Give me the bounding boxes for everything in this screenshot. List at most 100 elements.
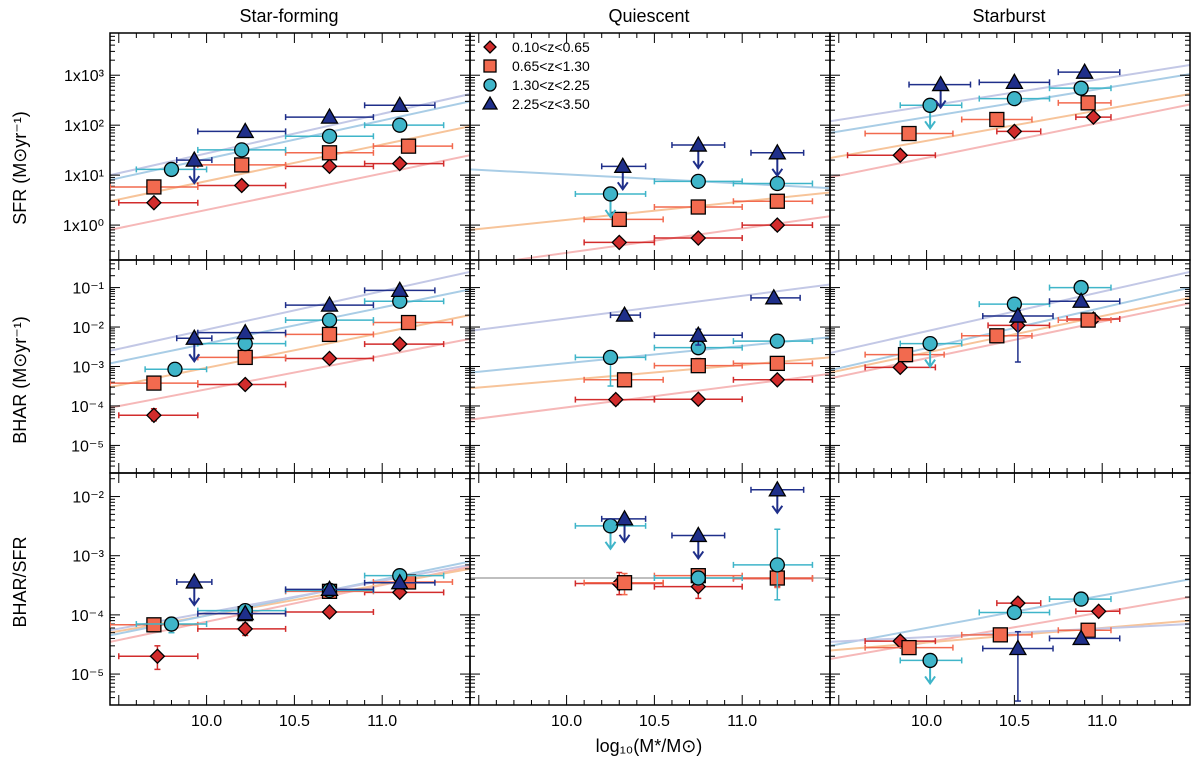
x-tick-label: 11.0	[727, 713, 757, 730]
square-marker	[616, 575, 633, 591]
circle-marker	[602, 349, 619, 366]
square-marker	[483, 59, 497, 73]
square-marker	[611, 211, 627, 228]
y-tick-label: 1x10¹	[64, 168, 104, 185]
legend: 0.10<z<0.65 0.65<z<1.30 1.30<z<2.25 2.25<z<…	[481, 39, 590, 112]
square-marker	[989, 328, 1005, 344]
diamond-marker	[611, 234, 628, 251]
data-point	[144, 361, 208, 377]
triangle-marker	[615, 305, 634, 322]
data-point	[732, 355, 814, 372]
fit-line	[110, 154, 470, 231]
y-tick-label: 10⁻³	[72, 549, 104, 566]
circle-marker	[922, 652, 938, 669]
column-title-starburst: Starburst	[972, 6, 1045, 26]
diamond-marker	[607, 391, 624, 408]
triangle-marker	[1075, 62, 1094, 79]
panel-points	[574, 288, 814, 408]
y-tick-label: 10⁻⁴	[71, 608, 104, 625]
data-point	[197, 122, 287, 139]
triangle-marker	[185, 150, 204, 167]
data-point	[110, 375, 199, 391]
y-tick-label: 10⁻²	[72, 320, 104, 337]
row-label-sfr: SFR (M⊙yr⁻¹)	[10, 111, 30, 225]
data-point	[609, 305, 642, 322]
arrow-head	[771, 168, 784, 178]
square-marker	[769, 355, 785, 372]
data-point	[978, 604, 1051, 621]
data-point	[1075, 603, 1121, 620]
diamond-marker	[321, 158, 338, 175]
diamond-marker	[892, 147, 909, 164]
data-point	[574, 349, 647, 387]
data-point	[284, 107, 375, 124]
data-point	[996, 123, 1042, 140]
fit-line	[110, 270, 470, 352]
circle-marker	[1073, 80, 1089, 96]
data-point	[197, 620, 287, 637]
data-point	[864, 639, 954, 656]
diamond-marker	[321, 604, 338, 620]
fit-lines	[110, 93, 470, 231]
circle-marker	[922, 97, 938, 113]
square-marker	[901, 639, 917, 656]
diamond-marker	[1085, 109, 1102, 126]
diamond-marker	[769, 217, 786, 234]
arrow-head	[924, 359, 936, 369]
row-label-bhar: BHAR (M⊙yr⁻¹)	[10, 316, 30, 444]
data-point	[175, 328, 213, 363]
panel-points	[110, 568, 454, 671]
data-point	[1048, 279, 1112, 296]
data-point	[960, 111, 1033, 128]
data-point	[653, 325, 743, 346]
data-point	[118, 194, 199, 211]
triangle-marker	[1072, 629, 1091, 646]
square-marker	[769, 193, 785, 209]
arrow-head	[188, 175, 201, 185]
data-point	[653, 230, 743, 246]
data-point	[732, 333, 814, 349]
data-point	[197, 323, 287, 340]
triangle-marker	[1005, 73, 1024, 89]
square-marker	[1080, 312, 1096, 328]
data-point	[284, 145, 375, 161]
data-point	[653, 340, 743, 356]
diamond-marker	[233, 177, 250, 194]
data-point	[363, 95, 436, 112]
data-point	[175, 572, 213, 607]
square-marker	[321, 145, 338, 161]
square-marker	[146, 375, 162, 391]
diamond-marker	[149, 648, 166, 665]
data-point	[653, 391, 743, 408]
data-point	[982, 630, 1054, 702]
data-point	[1048, 291, 1121, 308]
data-point	[1057, 622, 1112, 638]
square-marker	[400, 314, 417, 331]
arrow-head	[618, 534, 631, 544]
data-point	[732, 528, 814, 601]
data-point	[574, 518, 647, 551]
data-point	[978, 90, 1051, 107]
circle-marker	[163, 616, 180, 632]
diamond-marker	[690, 230, 707, 246]
circle-marker	[392, 117, 408, 133]
arrow-head	[924, 120, 936, 131]
data-point	[583, 211, 664, 228]
legend-entry: 0.65<z<1.30	[483, 58, 590, 74]
data-point	[750, 143, 805, 178]
arrow-head	[934, 99, 947, 110]
data-point	[846, 147, 937, 164]
y-tick-label: 10⁻³	[72, 360, 104, 377]
column-title-star-forming: Star-forming	[239, 6, 338, 26]
diamond-marker	[690, 391, 707, 408]
x-tick-label: 10.5	[279, 713, 310, 730]
diamond-marker	[237, 376, 254, 393]
data-point	[899, 335, 963, 369]
data-point	[363, 336, 445, 352]
data-point	[284, 580, 375, 597]
panel-points	[110, 95, 454, 211]
fit-lines	[830, 270, 1190, 380]
legend-label: 0.65<z<1.30	[512, 58, 590, 74]
circle-marker	[602, 186, 619, 202]
data-point	[1048, 629, 1121, 646]
